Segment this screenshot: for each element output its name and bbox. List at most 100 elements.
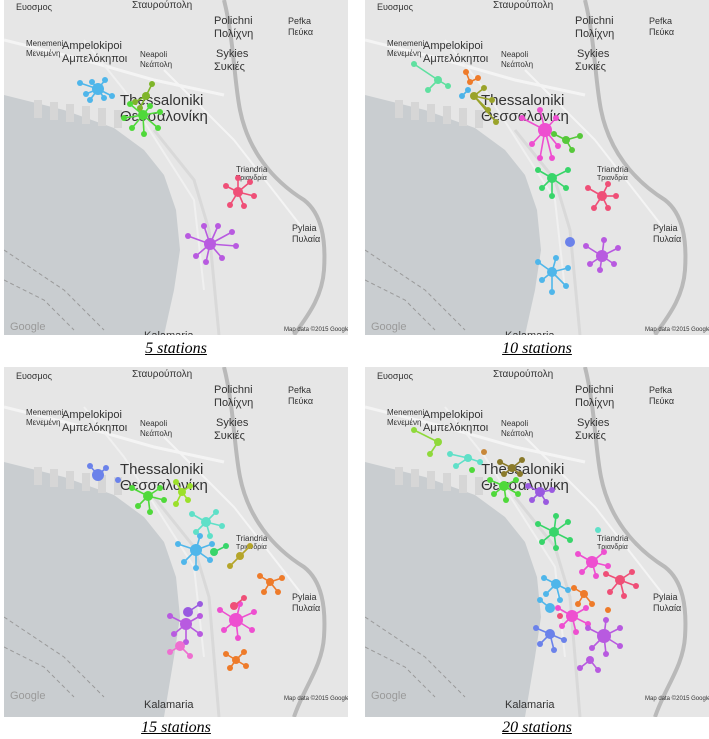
main-road — [365, 405, 586, 464]
customer-point — [129, 485, 135, 491]
customer-point — [519, 115, 525, 121]
map-panel-10[interactable]: Ευοσμος Σταυρούπολη Polichni Πολίχνη Pefka Πε… — [365, 0, 709, 335]
customer-point — [491, 491, 497, 497]
customer-point — [533, 625, 539, 631]
customer-point — [487, 477, 493, 483]
station-marker — [92, 83, 104, 95]
customer-point — [147, 103, 153, 109]
station-cluster — [565, 237, 575, 247]
place-label: Συκιές — [214, 61, 245, 73]
station-marker — [605, 607, 611, 613]
station-marker — [481, 449, 487, 455]
map-panel-20[interactable]: Ευοσμος Σταυρούπολη Polichni Πολίχνη Pefka Πε… — [365, 367, 709, 717]
station-marker — [178, 488, 186, 496]
customer-point — [247, 543, 253, 549]
road — [444, 406, 566, 658]
customer-point — [605, 563, 611, 569]
customer-point — [583, 605, 589, 611]
customer-point — [275, 589, 281, 595]
customer-point — [229, 229, 235, 235]
ferry-route — [4, 616, 105, 698]
ferry-route — [4, 279, 75, 331]
customer-point — [77, 80, 83, 86]
customer-point — [605, 205, 611, 211]
pier — [66, 471, 74, 489]
customer-point — [209, 541, 215, 547]
customer-point — [193, 529, 199, 535]
customer-point — [617, 625, 623, 631]
place-label: Αμπελόκηποι — [423, 53, 489, 65]
station-cluster — [411, 61, 451, 93]
customer-point — [603, 571, 609, 577]
customer-point — [549, 289, 555, 295]
customer-point — [529, 497, 535, 503]
customer-point — [171, 631, 177, 637]
pier — [82, 106, 90, 124]
place-label: Pylaia — [292, 223, 317, 233]
customer-point — [183, 639, 189, 645]
place-label: Ευοσμος — [377, 371, 414, 381]
customer-point — [553, 545, 559, 551]
place-label: Μενεμένη — [387, 418, 421, 427]
place-label: Thessaloniki — [481, 92, 564, 109]
station-cluster — [481, 449, 487, 455]
place-label: Αμπελόκηποι — [62, 53, 128, 65]
place-label: Thessaloniki — [120, 461, 203, 478]
ferry-route — [365, 616, 466, 698]
station-cluster — [557, 613, 563, 619]
customer-point — [453, 463, 459, 469]
place-label: Kalamaria — [144, 699, 194, 711]
customer-point — [591, 205, 597, 211]
pier — [395, 467, 403, 485]
place-label: Sykies — [577, 48, 610, 60]
station-cluster — [167, 641, 193, 659]
customer-point — [235, 635, 241, 641]
pier — [475, 110, 483, 128]
customer-point — [553, 255, 559, 261]
station-cluster — [571, 585, 595, 607]
customer-point — [243, 663, 249, 669]
place-label: Triandria — [597, 165, 629, 174]
customer-point — [595, 667, 601, 673]
station-cluster — [167, 613, 203, 645]
map-panel-15[interactable]: Ευοσμος Σταυρούπολη Polichni Πολίχνη Pefka Πε… — [4, 367, 348, 717]
sea — [365, 462, 541, 717]
station-marker — [535, 487, 545, 497]
place-label: Neapoli — [501, 50, 528, 59]
customer-point — [563, 283, 569, 289]
place-label: Polichni — [214, 15, 253, 27]
customer-point — [537, 641, 543, 647]
map-panel-5[interactable]: Ευοσμος Σταυρούπολη Polichni Πολίχνη Pefka Πε… — [4, 0, 348, 335]
ferry-route — [4, 646, 75, 698]
station-marker — [470, 92, 478, 100]
station-marker — [596, 250, 608, 262]
station-marker — [562, 136, 570, 144]
place-label: Τριανδρία — [236, 174, 267, 182]
pier — [50, 469, 58, 487]
station-marker — [143, 491, 153, 501]
customer-point — [217, 607, 223, 613]
station-cluster — [411, 427, 442, 457]
place-label: Thessaloniki — [481, 461, 564, 478]
caption-5: 5 stations — [145, 340, 207, 357]
customer-point — [549, 155, 555, 161]
place-label: Πυλαία — [653, 234, 681, 244]
customer-point — [223, 183, 229, 189]
station-marker — [508, 464, 516, 472]
road — [444, 39, 566, 291]
customer-point — [539, 185, 545, 191]
customer-point — [197, 533, 203, 539]
station-marker — [586, 556, 598, 568]
coastal-road — [513, 129, 582, 335]
station-marker — [499, 481, 509, 491]
pier — [411, 102, 419, 120]
customer-point — [565, 167, 571, 173]
sea — [4, 95, 180, 335]
customer-point — [87, 463, 93, 469]
station-marker — [183, 607, 193, 617]
pier — [34, 467, 42, 485]
customer-point — [633, 583, 639, 589]
